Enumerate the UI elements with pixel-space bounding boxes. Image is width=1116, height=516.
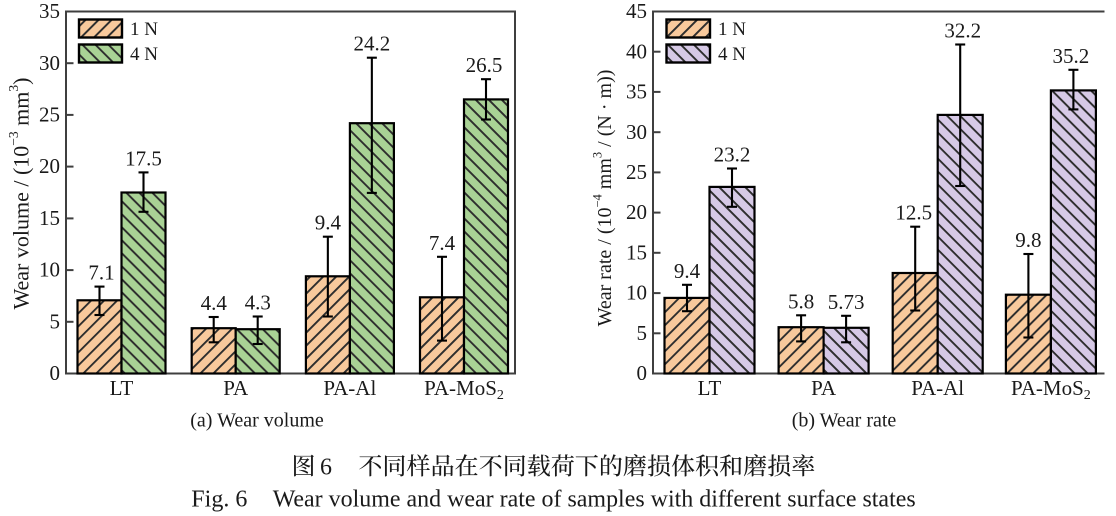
svg-text:(a) Wear volume: (a) Wear volume: [190, 410, 324, 432]
svg-text:Wear volume / (10−3 mm3): Wear volume / (10−3 mm3): [6, 78, 34, 310]
svg-text:Fig. 6: Fig. 6: [191, 487, 247, 513]
svg-text:0: 0: [50, 361, 61, 385]
svg-text:12.5: 12.5: [895, 201, 932, 225]
svg-text:26.5: 26.5: [466, 53, 503, 77]
svg-text:5: 5: [637, 321, 648, 345]
svg-text:PA: PA: [811, 376, 837, 400]
svg-text:30: 30: [626, 120, 647, 144]
svg-text:5.73: 5.73: [828, 290, 865, 314]
svg-text:35.2: 35.2: [1053, 44, 1090, 68]
svg-text:0: 0: [637, 361, 648, 385]
svg-text:1 N: 1 N: [718, 19, 746, 40]
svg-text:24.2: 24.2: [353, 32, 390, 56]
svg-text:9.4: 9.4: [674, 259, 701, 283]
svg-text:45: 45: [626, 0, 647, 23]
svg-text:PA: PA: [223, 376, 249, 400]
svg-text:PA-MoS2: PA-MoS2: [424, 376, 504, 403]
svg-text:10: 10: [626, 281, 647, 305]
svg-text:4 N: 4 N: [130, 44, 158, 65]
svg-text:25: 25: [39, 103, 60, 127]
svg-text:23.2: 23.2: [714, 143, 751, 167]
svg-text:20: 20: [626, 200, 647, 224]
svg-text:PA-Al: PA-Al: [911, 376, 964, 400]
svg-text:7.1: 7.1: [88, 261, 114, 285]
svg-text:LT: LT: [698, 376, 722, 400]
svg-text:5: 5: [50, 309, 61, 333]
svg-text:7.4: 7.4: [429, 231, 456, 255]
svg-text:15: 15: [39, 206, 60, 230]
svg-text:35: 35: [626, 80, 647, 104]
svg-text:10: 10: [39, 258, 60, 282]
svg-text:40: 40: [626, 39, 647, 63]
svg-text:LT: LT: [110, 376, 134, 400]
svg-text:1 N: 1 N: [130, 19, 158, 40]
svg-text:5.8: 5.8: [788, 289, 814, 313]
svg-text:4.3: 4.3: [245, 291, 271, 315]
svg-text:20: 20: [39, 154, 60, 178]
svg-text:4 N: 4 N: [718, 44, 746, 65]
svg-text:35: 35: [39, 0, 60, 23]
svg-text:17.5: 17.5: [125, 146, 162, 170]
svg-text:9.8: 9.8: [1015, 228, 1041, 252]
svg-text:32.2: 32.2: [944, 19, 981, 43]
svg-text:25: 25: [626, 160, 647, 184]
svg-text:6: 6: [320, 455, 332, 481]
svg-text:30: 30: [39, 51, 60, 75]
svg-text:9.4: 9.4: [315, 211, 342, 235]
svg-text:PA-Al: PA-Al: [323, 376, 376, 400]
svg-text:Wear volume and wear rate of s: Wear volume and wear rate of samples wit…: [273, 487, 916, 513]
svg-text:Wear rate / (10−4 mm3 / (N · m: Wear rate / (10−4 mm3 / (N · m)): [591, 70, 617, 327]
svg-text:PA-MoS2: PA-MoS2: [1011, 376, 1091, 403]
svg-text:(b) Wear rate: (b) Wear rate: [792, 410, 897, 432]
svg-text:4.4: 4.4: [201, 291, 228, 315]
svg-text:15: 15: [626, 240, 647, 264]
